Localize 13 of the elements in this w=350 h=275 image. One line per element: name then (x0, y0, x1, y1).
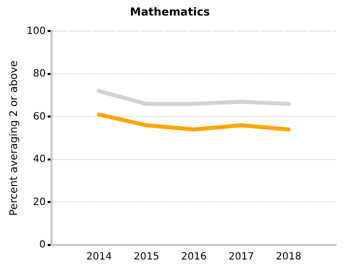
x-tick-label: 2016 (181, 252, 207, 263)
y-tick-label: 60 (32, 111, 46, 122)
y-tick-label: 0 (39, 240, 46, 251)
x-tick-label: 2017 (228, 252, 254, 263)
x-tick-label: 2014 (86, 252, 112, 263)
y-tick-label: 100 (26, 26, 46, 37)
chart-title: Mathematics (130, 5, 210, 18)
y-tick-label: 40 (32, 154, 46, 166)
x-tick-label: 2015 (134, 252, 160, 263)
x-tick-label: 2018 (276, 252, 302, 263)
y-tick-label: 80 (32, 68, 46, 80)
y-axis-title: Percent averaging 2 or above (8, 60, 20, 216)
y-tick-label: 20 (32, 196, 46, 208)
